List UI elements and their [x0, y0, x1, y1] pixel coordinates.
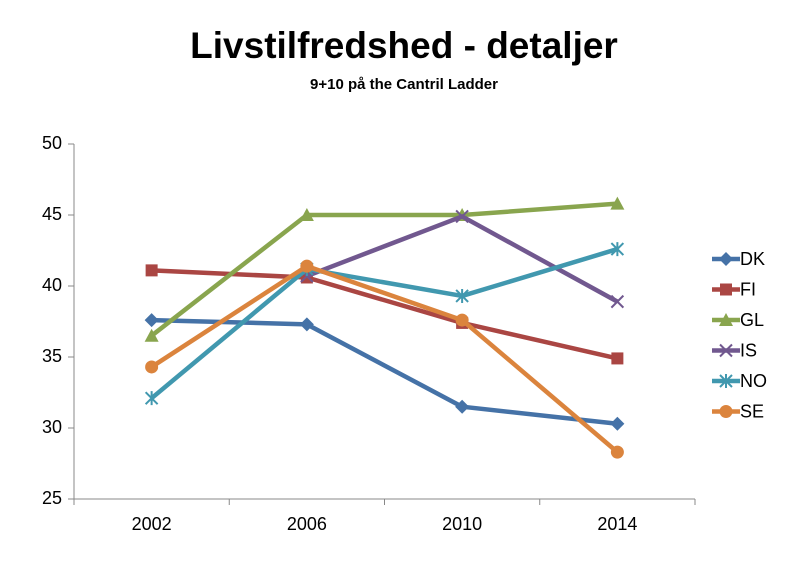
legend-marker — [719, 252, 733, 266]
marker — [145, 264, 158, 277]
chart-subtitle: 9+10 på the Cantril Ladder — [310, 76, 498, 93]
marker — [610, 416, 625, 431]
marker — [455, 313, 469, 327]
legend-marker — [719, 313, 733, 326]
marker — [611, 352, 624, 365]
legend-marker — [719, 374, 733, 388]
y-tick-label: 50 — [42, 133, 62, 153]
y-tick-label: 30 — [42, 417, 62, 437]
legend-label: SE — [740, 401, 764, 421]
marker — [144, 328, 159, 342]
series-line — [150, 201, 618, 338]
marker — [610, 294, 625, 309]
marker — [145, 360, 159, 374]
marker — [144, 313, 159, 328]
series — [144, 242, 625, 406]
legend-label: NO — [740, 371, 767, 391]
series-line — [150, 263, 619, 454]
marker — [455, 209, 469, 224]
legend-label: IS — [740, 340, 757, 360]
series-line — [150, 246, 619, 400]
x-tick-label: 2002 — [132, 514, 172, 534]
marker — [610, 242, 625, 257]
series-line — [151, 317, 618, 426]
chart-title: Livstilfredshed - detaljer — [190, 25, 618, 66]
legend-marker — [719, 343, 733, 358]
legend-label: FI — [740, 279, 756, 299]
legend-label: DK — [740, 249, 765, 269]
marker — [299, 317, 314, 332]
legend-marker — [720, 283, 732, 296]
marker — [144, 391, 159, 406]
marker — [610, 445, 624, 459]
marker — [455, 399, 470, 414]
marker — [610, 196, 625, 210]
marker — [455, 288, 469, 303]
series — [144, 313, 625, 431]
marker — [299, 208, 314, 221]
y-tick-label: 35 — [42, 346, 62, 366]
marker — [300, 259, 314, 273]
series — [145, 259, 624, 459]
y-tick-label: 40 — [42, 275, 62, 295]
x-tick-label: 2006 — [287, 514, 327, 534]
series — [145, 264, 624, 365]
legend-label: GL — [740, 310, 764, 330]
y-tick-label: 45 — [42, 204, 62, 224]
x-tick-label: 2010 — [442, 514, 482, 534]
x-tick-label: 2014 — [597, 514, 637, 534]
legend-marker — [719, 405, 733, 418]
y-tick-label: 25 — [42, 488, 62, 508]
